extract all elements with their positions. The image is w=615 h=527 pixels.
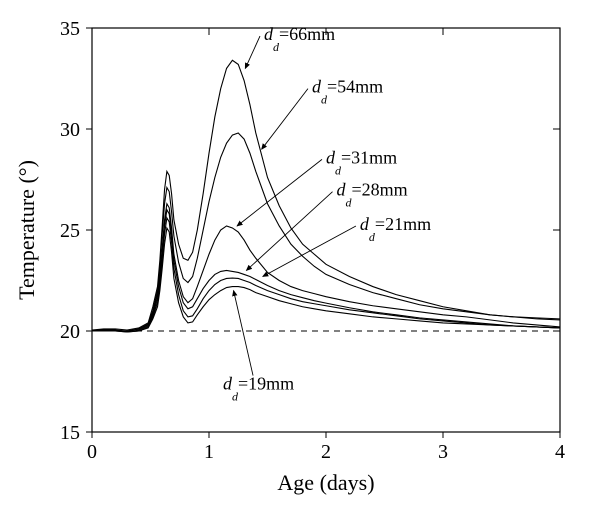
y-axis-title: Temperature (°) (14, 160, 39, 300)
annotations-group: dd=66mm dd=54mm dd=31mmdd=28mm dd=21mm dd=19… (223, 24, 431, 403)
annotation-label: dd=66mm (264, 24, 335, 54)
x-tick-label: 3 (438, 441, 448, 463)
annotation-label: dd=21mm (360, 214, 431, 244)
y-tick-label: 25 (60, 220, 80, 242)
y-tick-label: 15 (60, 422, 80, 444)
chart-svg: 012341520253035 dd=66mmdd=54mmdd=31mmdd=… (0, 0, 615, 527)
y-tick-label: 20 (60, 321, 80, 343)
annotation-arrow (245, 36, 260, 68)
annotation-label: dd=19mm (223, 374, 294, 404)
y-tick-label: 30 (60, 119, 80, 141)
annotation-arrow (237, 159, 322, 226)
annotation-label: dd=31mm (326, 147, 397, 177)
annotation-arrow (263, 226, 356, 276)
y-tick-label: 35 (60, 18, 80, 40)
annotation-arrow (234, 291, 253, 376)
x-tick-label: 1 (204, 441, 214, 463)
annotation-arrow (262, 89, 308, 150)
x-tick-label: 4 (555, 441, 565, 463)
x-tick-label: 0 (87, 441, 97, 463)
annotation-label: dd=54mm (312, 77, 383, 107)
annotation-label: dd=28mm (337, 180, 408, 210)
chart-container: 012341520253035 dd=66mmdd=54mmdd=31mmdd=… (0, 0, 615, 527)
x-axis-title: Age (days) (277, 470, 374, 495)
x-tick-label: 2 (321, 441, 331, 463)
